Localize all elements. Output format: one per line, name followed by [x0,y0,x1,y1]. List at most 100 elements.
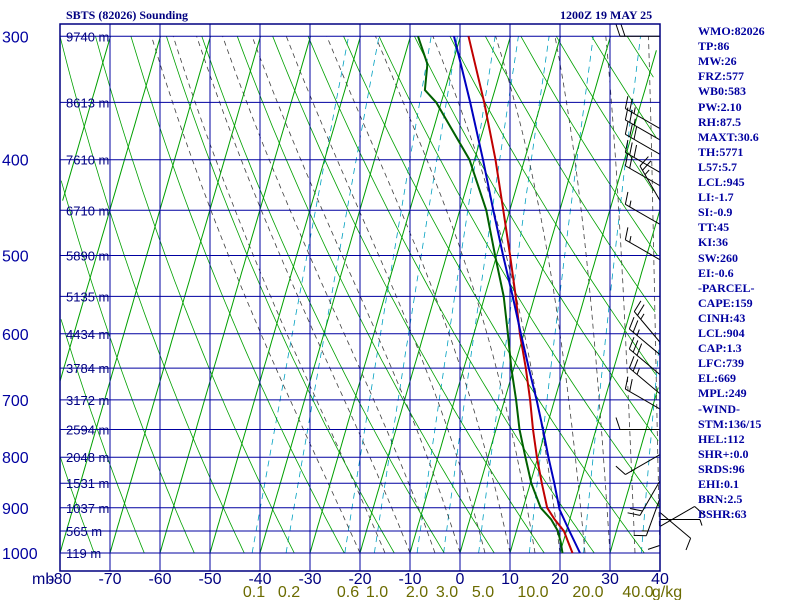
wind-barb [659,506,705,527]
index-item: CAPE:159 [698,295,753,310]
pressure-tick-label: 700 [2,393,29,410]
index-item: CINH:43 [698,310,746,325]
temperature-tick-label: 30 [601,571,619,588]
wind-barb [624,153,661,187]
height-label: 9740 m [66,29,109,44]
mixing-ratio-label: 0.6 [337,584,359,600]
moist-adiabat-line [495,36,586,554]
temperature-tick-label: -70 [98,571,121,588]
pressure-tick-label: 900 [2,501,29,518]
moist-adiabat-line [648,36,661,554]
plot-frame [59,23,661,572]
isotherm-line [309,36,461,554]
temperature-tick-label: 0 [456,571,465,588]
dry-adiabat-line [485,36,656,312]
height-label: 5890 m [66,249,109,264]
height-label: 7610 m [66,153,109,168]
mixing-ratio-label: 10.0 [517,584,548,600]
wind-barb [633,497,661,537]
pressure-tick-label: 500 [2,249,29,266]
mixing-ratio-lines [251,36,660,554]
index-item: -WIND- [698,401,740,416]
temperature-tick-label: 40 [651,571,669,588]
index-item: TH:5771 [698,144,744,159]
wind-barb [659,512,692,551]
mixing-ratio-label: 1.0 [366,584,388,600]
wind-barb [633,300,661,343]
wind-barb [628,317,661,356]
wind-barb [624,227,661,261]
index-item: BRN:2.5 [698,492,743,507]
index-item: LFC:739 [698,356,744,371]
wind-barb [615,417,660,431]
pressure-tick-label: 600 [2,327,29,344]
dry-adiabat-line [378,36,661,509]
mixing-ratio-label: 40.0 [622,584,653,600]
isotherm-line [209,36,361,554]
dry-adiabat-line [236,36,495,554]
isotherm-line [259,36,411,554]
isotherm-line [109,36,261,554]
mixing-ratio-line [641,340,660,554]
height-label: 2594 m [66,423,109,438]
moist-adiabat-line [375,36,536,554]
index-item: TP:86 [698,39,730,54]
height-label: 565 m [66,524,102,539]
temperature-tick-label: 20 [551,571,569,588]
wind-barb [660,519,703,526]
temperature-tick-label: -60 [148,571,171,588]
index-item: MW:26 [698,54,737,69]
isobars [60,24,660,571]
moist-adiabat-line [151,36,361,554]
temperature-tick-label: -40 [248,571,271,588]
index-item: SW:260 [698,250,739,265]
mixing-ratio-line [478,36,550,554]
mixing-ratio-line [443,36,519,554]
height-label: 1037 m [66,501,109,516]
wind-barbs [615,24,705,551]
index-item: -PARCEL- [698,280,755,295]
index-item: CAP:1.3 [698,341,742,356]
wind-barb [624,191,661,225]
wind-barb [624,376,661,410]
moist-adiabat-line [285,36,486,554]
index-item: STM:136/15 [698,416,762,431]
mixing-ratio-label: 0.1 [243,584,265,600]
index-item: TT:45 [698,220,730,235]
moist-adiabat-line [251,36,461,554]
height-label: 3784 m [66,361,109,376]
index-item: WMO:82026 [698,24,765,38]
dewpoint-profile [417,35,564,554]
sounding-series [417,35,581,554]
height-label: 5135 m [66,289,109,304]
mixing-ratio-label: 20.0 [572,584,603,600]
dry-adiabat-line [60,180,195,554]
mixing-ratio-line [374,36,458,554]
wind-barb [628,337,661,376]
temperature-tick-label: 10 [501,571,519,588]
dry-adiabat-line [626,36,654,78]
parcel-profile [453,36,581,554]
mixing-ratio-line [528,36,594,554]
index-item: EL:669 [698,371,737,386]
index-item: KI:36 [698,235,728,250]
wind-barb [624,121,661,155]
mixing-ratio-line [583,36,641,554]
mixing-ratio-label: 5.0 [472,584,494,600]
index-item: LI:-1.7 [698,190,734,205]
height-label: 2048 m [66,450,109,465]
index-item: BSHR:63 [698,507,747,522]
index-item: HEL:112 [698,431,745,446]
mixing-ratio-label: 2.0 [406,584,428,600]
wind-barb [615,454,661,475]
mixing-ratio-label: 3.0 [436,584,458,600]
mixing-ratio-line [416,36,496,554]
temperature-tick-label: -50 [198,571,221,588]
temperature-tick-label: -10 [398,571,421,588]
pressure-tick-label: 300 [2,29,29,46]
wind-barb [624,107,661,141]
index-item: FRZ:577 [698,69,744,84]
isotherm-line [359,36,511,554]
dry-adiabat-line [414,36,659,442]
